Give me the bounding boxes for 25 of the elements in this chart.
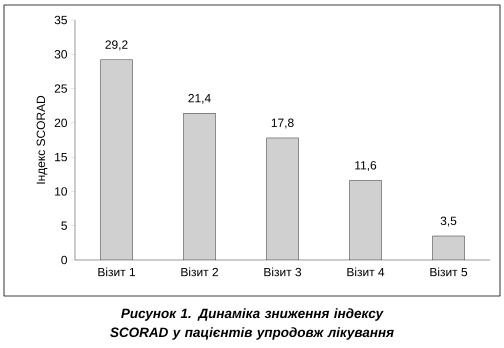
bar: [350, 180, 382, 260]
y-tick-label: 10: [55, 187, 68, 196]
data-label: 11,6: [355, 161, 376, 171]
y-tick-label: 15: [55, 152, 67, 162]
text: Рисунок 1. Динаміка зниження індексу SCORAD у пацієнтів упродовж лікування: [110, 308, 394, 340]
x-tick-label: Візит 1: [98, 268, 136, 276]
data-label: 21,4: [188, 94, 211, 104]
data-label: 29,2: [105, 40, 128, 50]
x-tick-label: Візит 3: [264, 268, 302, 276]
x-tick-label: Візит 4: [347, 268, 384, 276]
y-tick-label: 25: [54, 84, 67, 93]
x-tick-label: Візит 5: [430, 268, 468, 276]
y-tick-label: 30: [54, 50, 68, 59]
bar: [266, 138, 298, 260]
data-label: 3,5: [440, 216, 456, 226]
y-tick-label: 0: [61, 256, 68, 264]
x-tick-label: Візит 2: [181, 268, 218, 276]
bar: [184, 113, 216, 260]
y-tick-label: 35: [54, 16, 67, 24]
y-tick-label: 5: [61, 222, 67, 230]
data-label: 17,8: [272, 118, 294, 128]
bar: [100, 60, 132, 260]
bar: [432, 236, 465, 260]
y-tick-label: 20: [54, 118, 68, 128]
y-axis-title: Індекс SCORAD: [36, 96, 48, 184]
